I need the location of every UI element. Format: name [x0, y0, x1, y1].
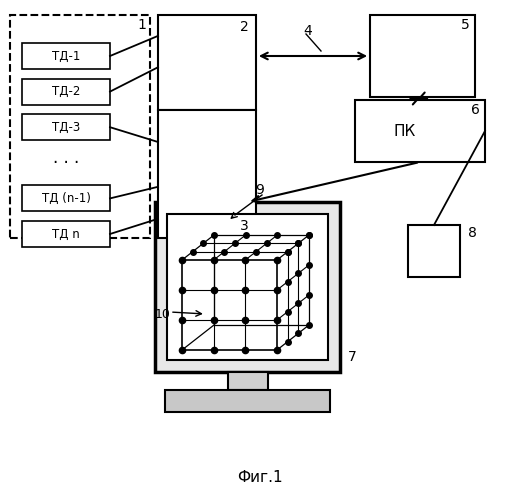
- Text: 2: 2: [240, 20, 249, 34]
- Bar: [165, 390, 330, 412]
- Text: 1: 1: [138, 18, 147, 32]
- Text: 3: 3: [240, 219, 249, 233]
- Bar: [22, 78, 110, 104]
- Bar: [355, 100, 485, 162]
- Bar: [22, 221, 110, 247]
- Bar: [408, 225, 460, 277]
- Text: 5: 5: [461, 18, 470, 32]
- Text: ТД n: ТД n: [52, 228, 80, 240]
- Bar: [167, 214, 328, 360]
- Text: ТД-1: ТД-1: [52, 50, 80, 62]
- Bar: [370, 15, 475, 97]
- Bar: [22, 186, 110, 212]
- Text: 7: 7: [348, 350, 356, 364]
- Bar: [158, 15, 256, 110]
- Bar: [158, 110, 256, 238]
- Text: 4: 4: [304, 24, 313, 38]
- Text: 6: 6: [471, 103, 479, 117]
- Text: 10: 10: [155, 308, 171, 322]
- Text: · · ·: · · ·: [53, 154, 79, 172]
- Text: 8: 8: [467, 226, 476, 240]
- Text: ТД-3: ТД-3: [52, 120, 80, 134]
- Text: ТД-2: ТД-2: [52, 85, 80, 98]
- Bar: [228, 372, 267, 390]
- Text: ПК: ПК: [394, 124, 416, 138]
- Text: ТД (n-1): ТД (n-1): [42, 192, 90, 205]
- Text: 9: 9: [255, 183, 265, 197]
- Text: Фиг.1: Фиг.1: [237, 470, 283, 486]
- Bar: [22, 43, 110, 69]
- Bar: [10, 15, 150, 238]
- Bar: [22, 114, 110, 140]
- Bar: [155, 202, 340, 372]
